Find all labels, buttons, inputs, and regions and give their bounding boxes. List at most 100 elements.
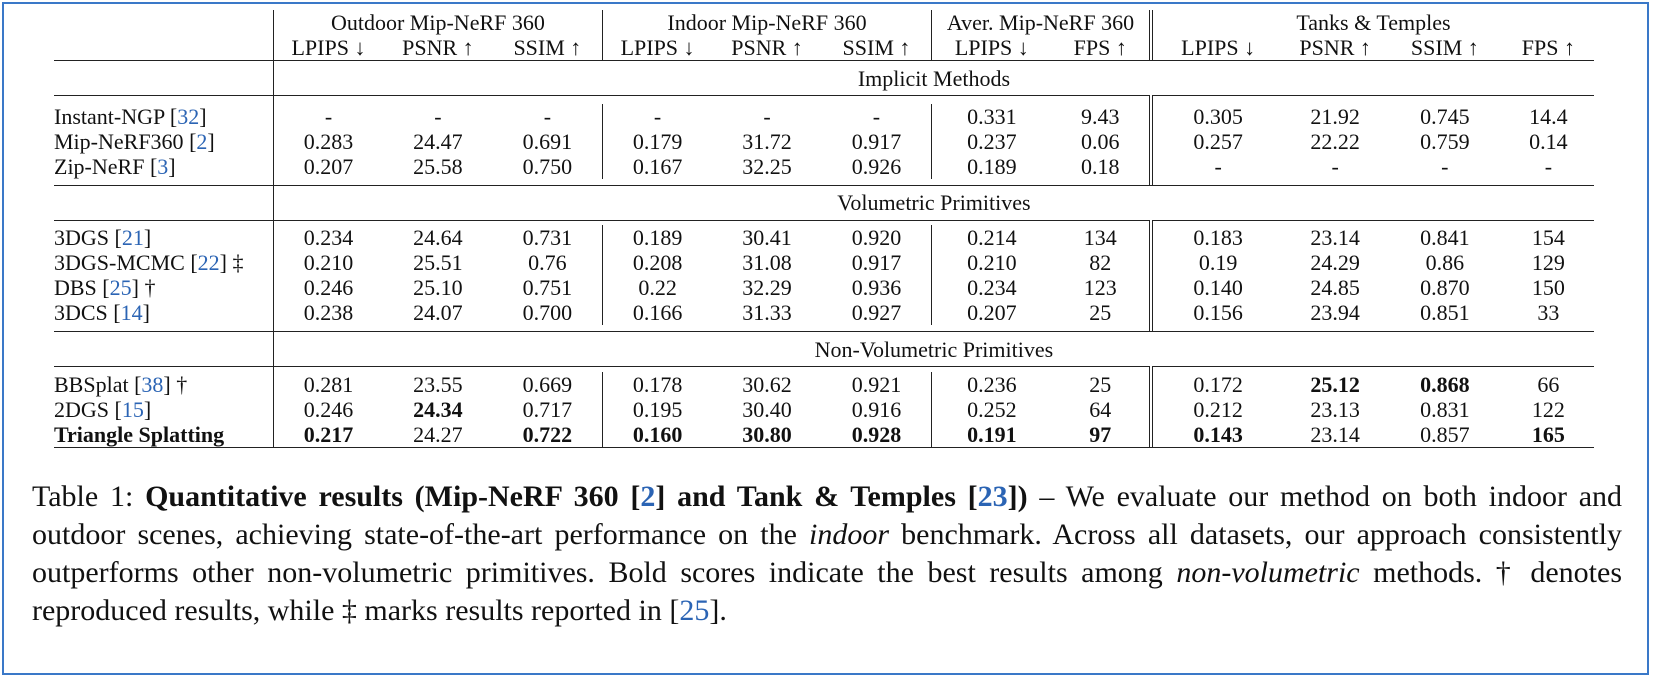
metric-header: SSIM ↑ bbox=[1410, 35, 1479, 60]
section-implicit: Implicit Methods bbox=[857, 65, 1011, 91]
table-cell: 23.94 bbox=[1310, 300, 1360, 325]
table-cell: 165 bbox=[1531, 421, 1565, 447]
table-cell: 0.210 bbox=[303, 250, 354, 275]
table-cell: 0.305 bbox=[1193, 103, 1243, 129]
table-cell: 122 bbox=[1531, 396, 1565, 422]
table-cell: 0.669 bbox=[492, 371, 603, 397]
citation-link[interactable]: 2 bbox=[640, 480, 656, 513]
table-cell: 0.841 bbox=[1420, 225, 1470, 250]
table-cell: 0.252 bbox=[967, 396, 1017, 422]
citation-link[interactable]: 25 bbox=[109, 275, 132, 300]
section-row: Implicit Methods bbox=[54, 60, 1594, 95]
table-cell: 24.85 bbox=[1310, 275, 1360, 300]
table-cell: 129 bbox=[1531, 250, 1565, 275]
table-cell: 30.62 bbox=[742, 371, 792, 397]
table-cell: 0.916 bbox=[821, 396, 933, 422]
group-indoor: Indoor Mip-NeRF 360 bbox=[602, 10, 933, 35]
table-cell: 0.246 bbox=[303, 396, 354, 422]
table-cell: 0.920 bbox=[821, 225, 933, 250]
table-cell: 0.234 bbox=[967, 275, 1017, 300]
table-cell: 0.14 bbox=[1529, 128, 1568, 154]
table-cell: 24.47 bbox=[413, 128, 463, 154]
footnote-mark: † bbox=[176, 371, 188, 397]
method-name: 3DCS [14] bbox=[54, 300, 274, 325]
footnote-mark: † bbox=[144, 275, 156, 300]
table-row: Instant-NGP [32] - - - - - - 0.331 9.43 0.305 21.9… bbox=[54, 103, 1594, 129]
table-row: BBSplat [38] † 0.281 23.55 0.669 0.178 30.62 0… bbox=[54, 371, 1594, 397]
table-cell: 97 bbox=[1051, 421, 1153, 447]
table-cell: 0.86 bbox=[1425, 250, 1465, 275]
table-cell: - bbox=[1214, 153, 1222, 179]
table-cell: 0.143 bbox=[1193, 421, 1243, 447]
table-cell: 0.926 bbox=[821, 153, 933, 179]
table-cell: 0.172 bbox=[1193, 371, 1243, 397]
table-cell: 0.236 bbox=[967, 371, 1017, 397]
table-cell: 0.868 bbox=[1420, 371, 1470, 397]
table-cell: 66 bbox=[1537, 371, 1560, 397]
table-cell: - bbox=[434, 103, 442, 129]
table-row: Mip-NeRF360 [2] 0.283 24.47 0.691 0.179 31.72… bbox=[54, 128, 1594, 154]
method-name: 3DGS-MCMC [22] ‡ bbox=[54, 250, 274, 275]
table-cell: 0.189 bbox=[632, 225, 683, 250]
table-cell: 31.33 bbox=[742, 300, 792, 325]
citation-link[interactable]: 22 bbox=[197, 250, 220, 275]
table-cell: 0.167 bbox=[632, 153, 683, 179]
citation-link[interactable]: 2 bbox=[196, 128, 208, 154]
table-row: 3DCS [14] 0.238 24.07 0.700 0.166 31.33 0.927 0… bbox=[54, 300, 1594, 325]
table-row: Triangle Splatting 0.217 24.27 0.722 0.160 30… bbox=[54, 421, 1594, 447]
table-cell: 0.19 bbox=[1198, 250, 1238, 275]
table-cell: - bbox=[653, 103, 662, 129]
citation-link[interactable]: 23 bbox=[977, 480, 1008, 513]
citation-link[interactable]: 38 bbox=[141, 371, 164, 397]
table-cell: 14.4 bbox=[1529, 103, 1568, 129]
table-cell: 0.246 bbox=[303, 275, 354, 300]
table-cell: 0.917 bbox=[821, 128, 933, 154]
table-cell: 123 bbox=[1051, 275, 1153, 300]
table-cell: - bbox=[1544, 153, 1553, 179]
table-cell: 0.217 bbox=[303, 421, 354, 447]
section-nonvolumetric: Non-Volumetric Primitives bbox=[814, 336, 1054, 362]
table-cell: 0.214 bbox=[967, 225, 1017, 250]
table-cell: 0.717 bbox=[492, 396, 603, 422]
metric-header: PSNR ↑ bbox=[1299, 35, 1371, 60]
table-cell: 23.13 bbox=[1310, 396, 1360, 422]
citation-link[interactable]: 14 bbox=[120, 300, 143, 325]
table-cell: 33 bbox=[1537, 300, 1560, 325]
citation-link[interactable]: 25 bbox=[679, 594, 710, 627]
metric-header: SSIM ↑ bbox=[492, 35, 603, 60]
table-cell: - bbox=[1331, 153, 1339, 179]
citation-link[interactable]: 32 bbox=[177, 103, 200, 129]
method-name: 2DGS [15] bbox=[54, 396, 274, 422]
table-cell: 134 bbox=[1051, 225, 1153, 250]
citation-link[interactable]: 15 bbox=[121, 396, 144, 422]
group-average: Aver. Mip-NeRF 360 bbox=[931, 10, 1153, 35]
section-row: Non-Volumetric Primitives bbox=[54, 331, 1594, 366]
table-cell: 31.08 bbox=[742, 250, 792, 275]
table-cell: 0.921 bbox=[821, 371, 933, 397]
table-cell: 24.07 bbox=[413, 300, 463, 325]
table-cell: 24.29 bbox=[1310, 250, 1360, 275]
table-cell: 0.283 bbox=[303, 128, 354, 154]
footnote-mark: ‡ bbox=[232, 250, 244, 275]
table-cell: 30.80 bbox=[742, 421, 792, 447]
table-cell: 0.191 bbox=[967, 421, 1017, 447]
table-cell: 0.234 bbox=[303, 225, 354, 250]
citation-link[interactable]: 3 bbox=[157, 153, 169, 179]
table-cell: - bbox=[1441, 153, 1449, 179]
method-name: BBSplat [38] † bbox=[54, 371, 274, 397]
table-cell: 0.195 bbox=[632, 396, 683, 422]
table-cell: 0.207 bbox=[303, 153, 354, 179]
table-caption: Table 1: Quantitative results (Mip-NeRF … bbox=[32, 480, 1623, 627]
table-cell: 30.41 bbox=[742, 225, 792, 250]
table-cell: 0.745 bbox=[1420, 103, 1470, 129]
table-cell: 0.208 bbox=[632, 250, 683, 275]
metric-header: PSNR ↑ bbox=[731, 35, 803, 60]
table-cell: 0.257 bbox=[1193, 128, 1243, 154]
table-row: Zip-NeRF [3] 0.207 25.58 0.750 0.167 32.25 0.9… bbox=[54, 153, 1594, 179]
citation-link[interactable]: 21 bbox=[121, 225, 144, 250]
metric-header: LPIPS ↓ bbox=[1181, 35, 1256, 60]
table-cell: 0.731 bbox=[492, 225, 603, 250]
table-row: 2DGS [15] 0.246 24.34 0.717 0.195 30.40 0.916 0… bbox=[54, 396, 1594, 422]
table-cell: 22.22 bbox=[1310, 128, 1360, 154]
